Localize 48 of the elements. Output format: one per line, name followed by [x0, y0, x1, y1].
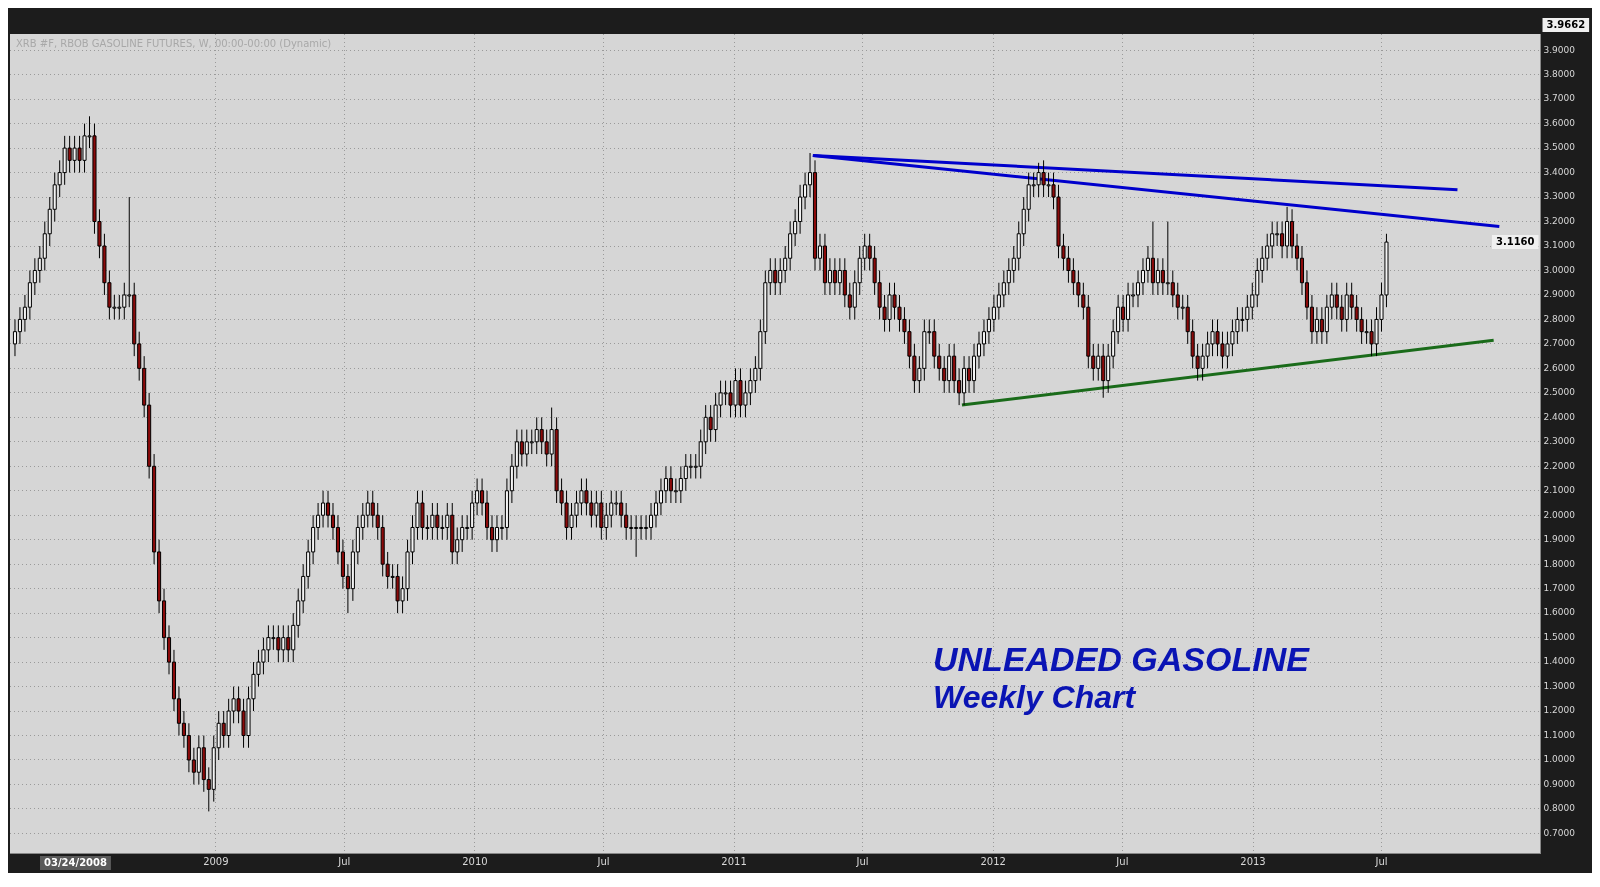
y-tick-label: 1.8000	[1543, 558, 1576, 569]
y-tick-label: 1.5000	[1543, 631, 1576, 642]
y-tick-label: 1.7000	[1543, 583, 1576, 594]
y-tick-label: 2.6000	[1543, 362, 1576, 373]
y-tick-label: 1.1000	[1543, 729, 1576, 740]
y-tick-label: 3.4000	[1543, 166, 1576, 177]
y-tick-label: 1.3000	[1543, 680, 1576, 691]
y-tick-label: 0.7000	[1543, 827, 1576, 838]
y-tick-label: 1.2000	[1543, 705, 1576, 716]
y-tick-label: 0.9000	[1543, 778, 1576, 789]
y-tick-label: 0.8000	[1543, 803, 1576, 814]
y-tick-label: 2.5000	[1543, 387, 1576, 398]
y-tick-label: 1.6000	[1543, 607, 1576, 618]
y-tick-label: 3.7000	[1543, 93, 1576, 104]
y-tick-label: 1.4000	[1543, 656, 1576, 667]
x-tick-label: Jul	[1374, 855, 1388, 867]
y-tick-label: 2.2000	[1543, 460, 1576, 471]
y-tick-label: 3.1000	[1543, 240, 1576, 251]
x-tick-label: Jul	[855, 855, 869, 867]
y-tick-label: 2.7000	[1543, 338, 1576, 349]
y-tick-label: 3.8000	[1543, 69, 1576, 80]
y-tick-label: 3.3000	[1543, 191, 1576, 202]
x-tick-label: Jul	[1115, 855, 1129, 867]
x-tick-label: Jul	[337, 855, 351, 867]
y-tick-label: 1.9000	[1543, 534, 1576, 545]
x-tick-label: 2009	[203, 855, 229, 867]
text: Weekly Chart	[933, 678, 1138, 716]
y-tick-label: 2.1000	[1543, 485, 1576, 496]
y-tick-label: 3.6000	[1543, 117, 1576, 128]
y-tick-label: 2.9000	[1543, 289, 1576, 300]
y-tick-label: 2.4000	[1543, 411, 1576, 422]
text: 03/24/2008	[44, 856, 108, 868]
x-tick-label: 2011	[721, 855, 747, 867]
x-tick-label: 2012	[980, 855, 1006, 867]
x-tick-label: 2010	[462, 855, 488, 867]
y-tick-label: 3.2000	[1543, 215, 1576, 226]
x-tick-label: Jul	[596, 855, 610, 867]
y-tick-label: 1.0000	[1543, 754, 1576, 765]
y-tick-label: 2.3000	[1543, 436, 1576, 447]
text: UNLEADED GASOLINE	[933, 640, 1309, 678]
y-tick-label: 3.9000	[1543, 44, 1576, 55]
y-tick-label: 2.8000	[1543, 313, 1576, 324]
text: 3.9662	[1546, 18, 1586, 30]
y-tick-label: 3.5000	[1543, 142, 1576, 153]
annotation: 3.1160	[1495, 235, 1535, 247]
y-tick-label: 3.0000	[1543, 264, 1576, 275]
y-tick-label: 2.0000	[1543, 509, 1576, 520]
x-tick-label: 2013	[1240, 855, 1266, 867]
